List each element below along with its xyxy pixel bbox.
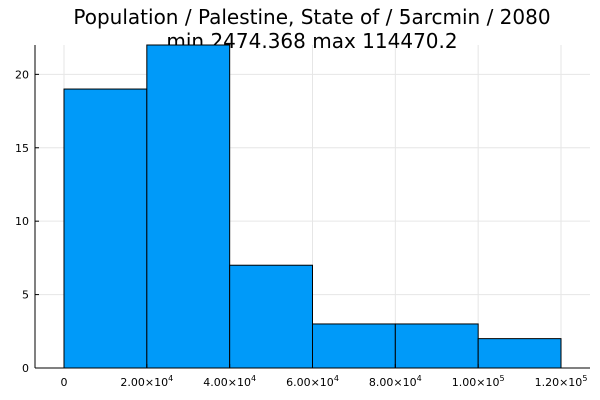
y-tick-label: 15 <box>15 142 29 155</box>
histogram-bar <box>394 323 479 369</box>
bars-layer <box>63 44 562 369</box>
y-tick-label: 10 <box>15 215 29 228</box>
x-tick-label: 4.00×104 <box>203 374 256 389</box>
ticks-layer: 0 5 10 15 20 0 2.00×104 4.00×104 6.00×104 8.00×10… <box>15 68 587 389</box>
x-tick-label: 1.00×105 <box>452 374 505 389</box>
x-tick-label: 1.20×105 <box>535 374 588 389</box>
x-tick-label: 6.00×104 <box>286 374 339 389</box>
histogram-bar <box>63 88 148 369</box>
histogram-bar <box>477 338 562 369</box>
y-tick-label: 5 <box>22 289 29 302</box>
x-tick-label: 2.00×104 <box>120 374 173 389</box>
x-tick-label: 0 <box>60 376 67 389</box>
histogram-bar <box>229 264 314 369</box>
x-tick-label: 8.00×104 <box>369 374 422 389</box>
y-tick-label: 20 <box>15 68 29 81</box>
chart-title-line1: Population / Palestine, State of / 5arcm… <box>73 5 550 29</box>
y-tick-label: 0 <box>22 362 29 375</box>
histogram-bar <box>312 323 396 369</box>
histogram-bar <box>146 44 231 369</box>
